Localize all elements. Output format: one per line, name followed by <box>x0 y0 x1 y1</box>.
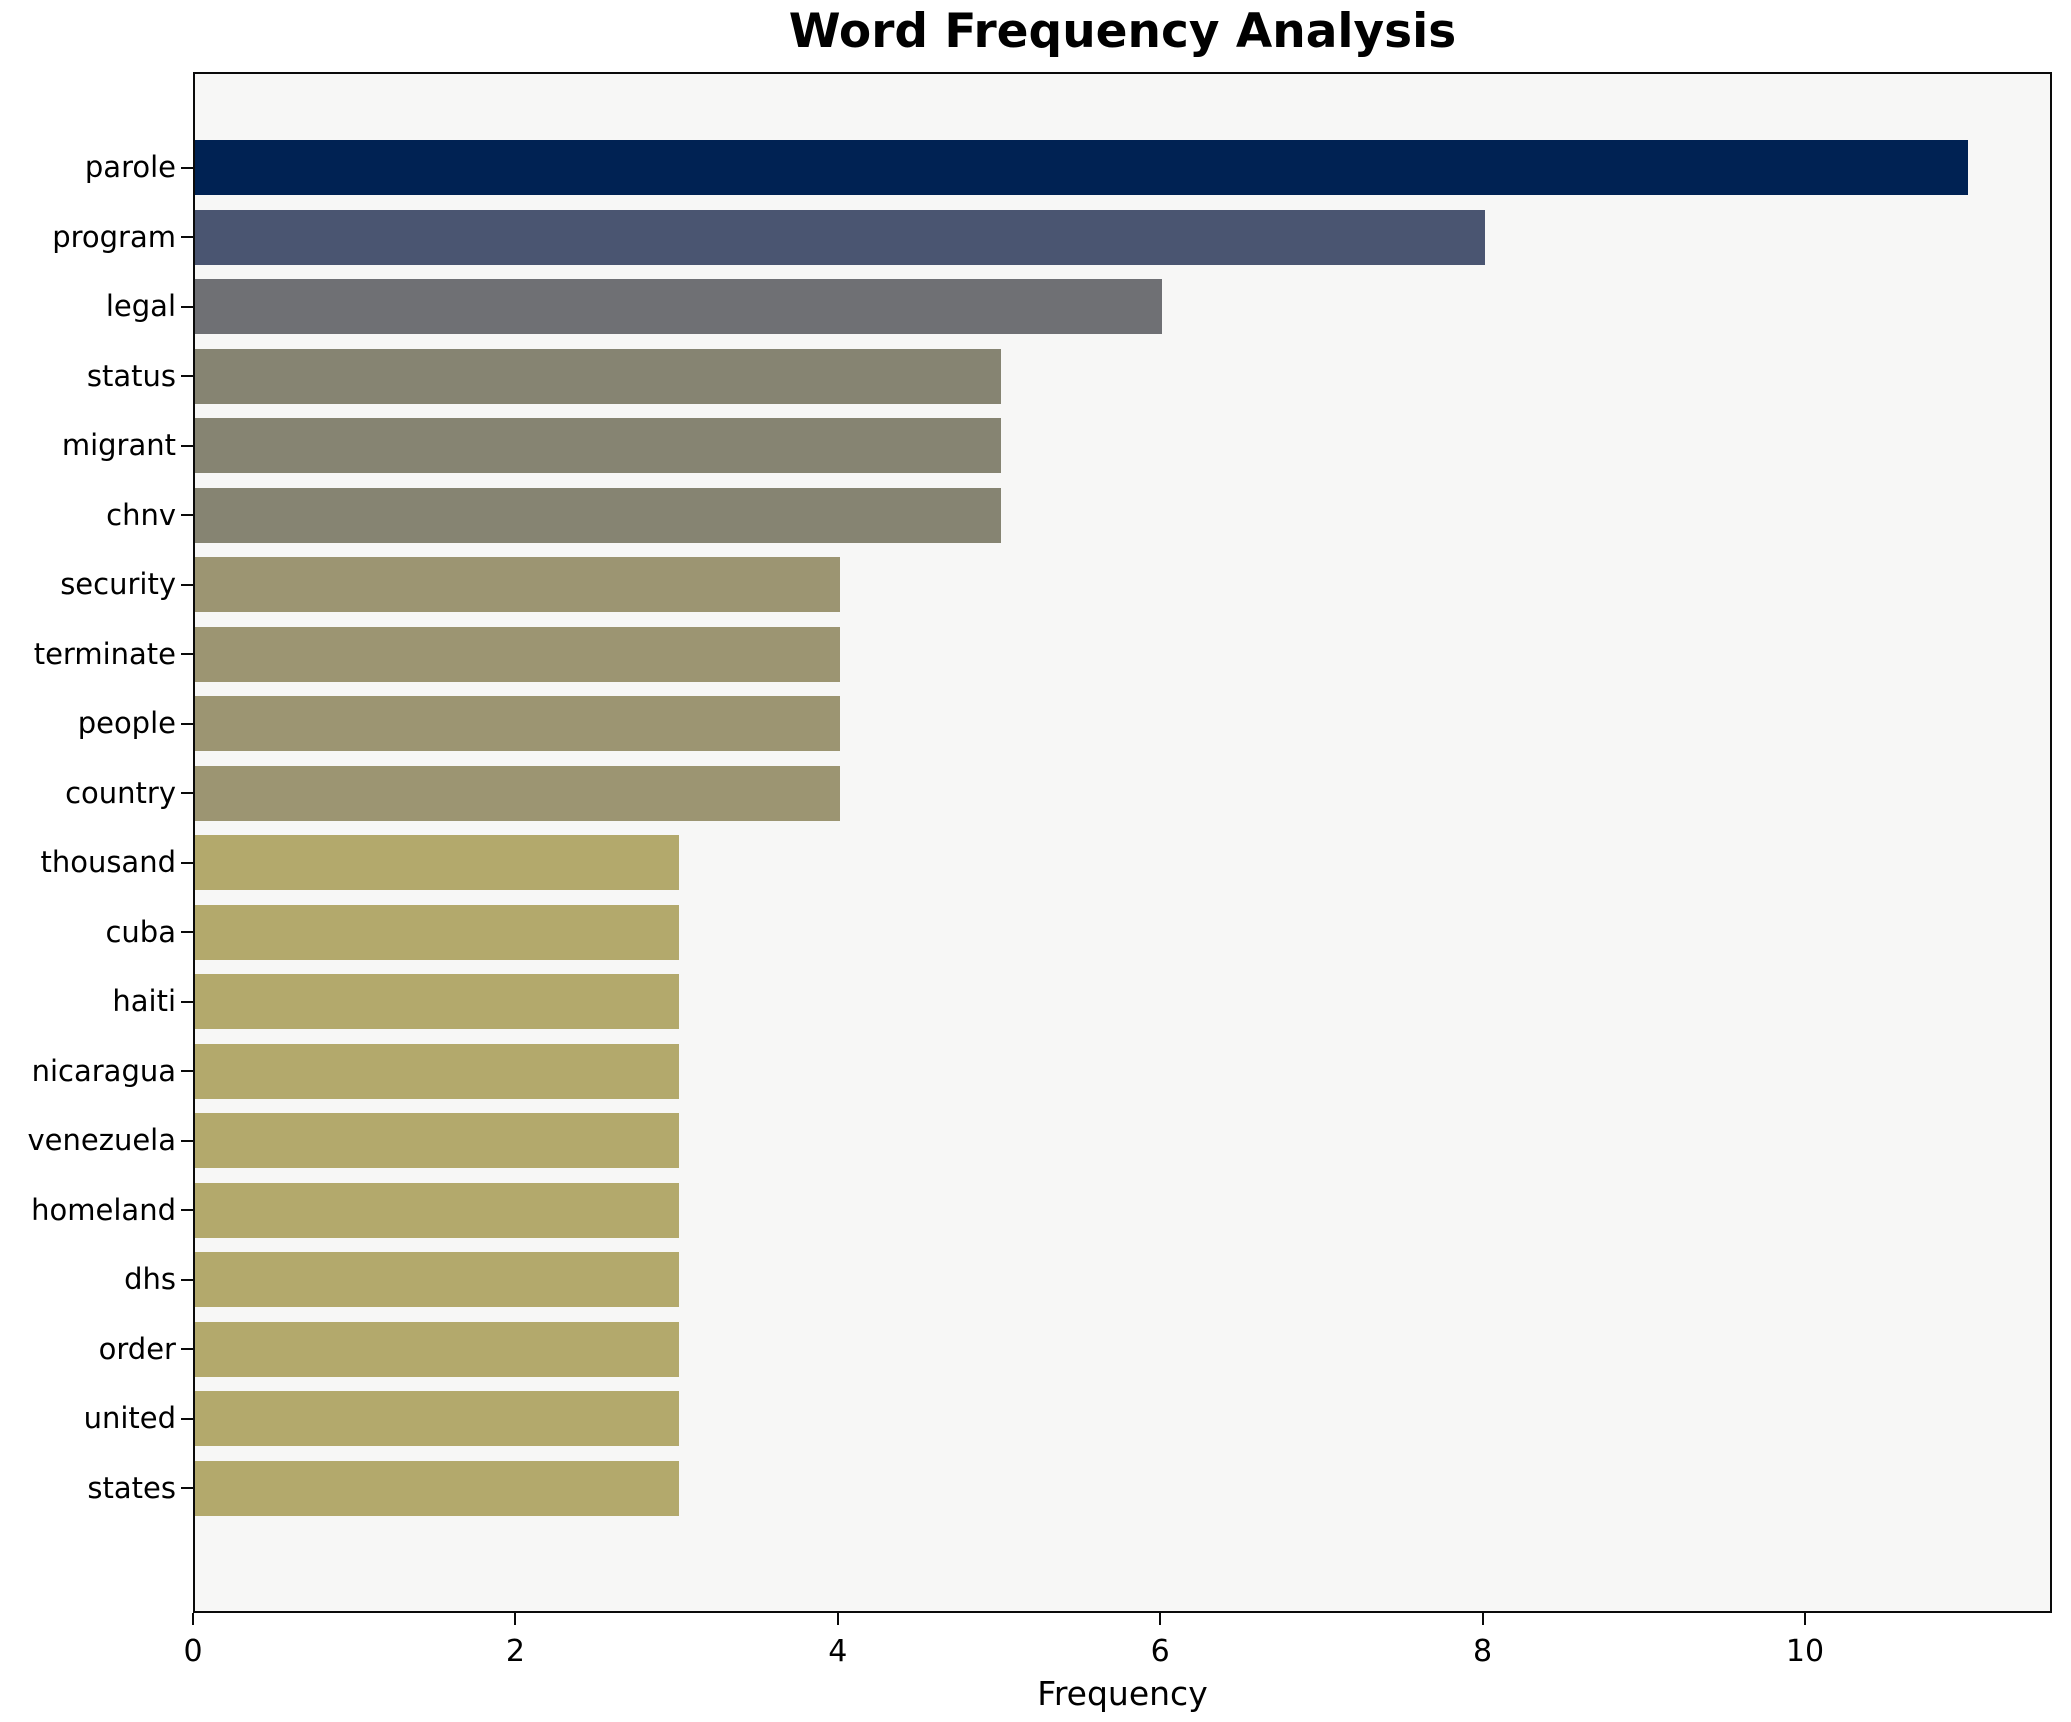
y-tick-label-program: program <box>52 219 176 254</box>
chart-title: Word Frequency Analysis <box>788 4 1457 59</box>
bar-states <box>195 1460 679 1516</box>
y-tick-label-venezuela: venezuela <box>27 1123 177 1157</box>
y-tick-label-country: country <box>65 775 176 810</box>
y-tick-label-parole: parole <box>84 150 176 184</box>
y-tick-label-homeland: homeland <box>31 1192 176 1227</box>
y-tick-label-security: security <box>60 567 176 601</box>
y-tick-mark <box>181 583 193 586</box>
y-tick-mark <box>181 166 193 169</box>
y-tick-label-terminate: terminate <box>33 636 176 671</box>
y-tick-label-united: united <box>83 1401 176 1435</box>
x-tick-label-2: 2 <box>505 1634 525 1669</box>
y-tick-label-status: status <box>86 358 176 393</box>
y-tick-mark <box>181 305 193 308</box>
bar-security <box>195 557 840 612</box>
bar-migrant <box>195 418 1001 473</box>
y-tick-mark <box>181 1209 193 1211</box>
y-tick-mark <box>181 861 193 864</box>
y-tick-label-nicaragua: nicaragua <box>31 1053 176 1088</box>
plot-area <box>193 72 2052 1613</box>
y-tick-mark <box>181 653 193 655</box>
bar-order <box>195 1321 679 1377</box>
y-tick-label-thousand: thousand <box>40 845 176 879</box>
bar-venezuela <box>195 1113 679 1168</box>
x-tick-label-10: 10 <box>1785 1634 1825 1669</box>
y-tick-mark <box>181 375 193 377</box>
x-tick-label-0: 0 <box>183 1634 203 1669</box>
x-tick-label-4: 4 <box>828 1634 848 1669</box>
bar-homeland <box>195 1182 679 1238</box>
y-tick-label-dhs: dhs <box>124 1262 176 1296</box>
bar-parole <box>195 140 1968 195</box>
x-tick-mark <box>836 1613 839 1625</box>
y-tick-label-order: order <box>98 1331 176 1366</box>
x-tick-label-8: 8 <box>1473 1634 1493 1669</box>
y-tick-mark <box>181 514 193 516</box>
bar-united <box>195 1391 679 1446</box>
bar-dhs <box>195 1252 679 1307</box>
bar-legal <box>195 279 1162 334</box>
bar-terminate <box>195 626 840 682</box>
y-tick-mark <box>181 931 193 933</box>
y-tick-mark <box>181 1487 193 1489</box>
x-tick-mark <box>1804 1613 1806 1625</box>
y-tick-label-migrant: migrant <box>61 428 176 462</box>
bar-nicaragua <box>195 1043 679 1099</box>
bar-cuba <box>195 904 679 960</box>
bar-chnv <box>195 487 1001 543</box>
y-tick-label-chnv: chnv <box>106 497 176 532</box>
y-tick-label-people: people <box>77 706 176 740</box>
bar-people <box>195 696 840 751</box>
y-tick-mark <box>181 1139 193 1142</box>
y-tick-mark <box>181 444 193 447</box>
y-tick-mark <box>181 1000 193 1003</box>
x-tick-mark <box>1159 1613 1162 1625</box>
y-tick-mark <box>181 236 193 238</box>
y-tick-mark <box>181 1348 193 1350</box>
x-axis-title: Frequency <box>1037 1674 1208 1713</box>
x-tick-mark <box>514 1613 517 1625</box>
bar-country <box>195 765 840 821</box>
y-tick-mark <box>181 1278 193 1281</box>
bar-haiti <box>195 974 679 1029</box>
y-tick-label-legal: legal <box>105 289 176 323</box>
bar-program <box>195 209 1485 265</box>
y-tick-mark <box>181 1417 193 1420</box>
y-tick-label-haiti: haiti <box>112 984 176 1018</box>
x-tick-label-6: 6 <box>1150 1634 1170 1669</box>
y-tick-label-cuba: cuba <box>105 914 176 949</box>
y-tick-label-states: states <box>87 1470 176 1505</box>
y-tick-mark <box>181 722 193 725</box>
x-tick-mark <box>192 1613 194 1625</box>
x-tick-mark <box>1481 1613 1484 1625</box>
bar-thousand <box>195 835 679 890</box>
bar-status <box>195 348 1001 404</box>
y-tick-mark <box>181 1070 193 1072</box>
y-tick-mark <box>181 792 193 794</box>
